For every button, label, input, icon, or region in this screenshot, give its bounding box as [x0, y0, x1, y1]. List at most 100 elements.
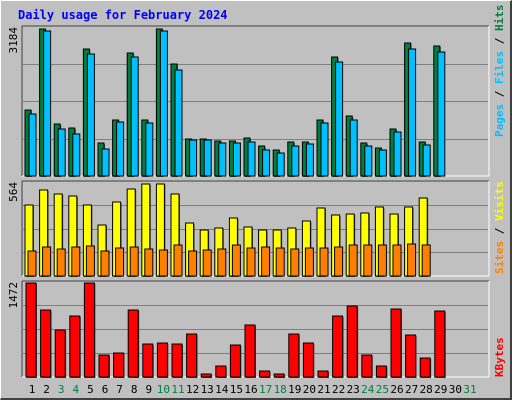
- chart-title: Daily usage for February 2024: [18, 8, 228, 22]
- sites-bar-day-7: [115, 247, 125, 277]
- hits-max-label: 3184: [7, 27, 20, 54]
- files-bar-day-12: [189, 139, 198, 177]
- x-label-day-10: 10: [157, 383, 170, 396]
- sites-bar-day-17: [261, 246, 271, 277]
- kbytes-bar-day-16: [244, 324, 256, 378]
- x-label-day-9: 9: [145, 383, 152, 396]
- x-label-day-2: 2: [43, 383, 50, 396]
- sites-bar-day-19: [290, 248, 300, 277]
- sites-bar-day-10: [158, 249, 168, 277]
- files-bar-day-24: [364, 145, 373, 177]
- files-bar-day-20: [305, 143, 314, 177]
- sites-bar-day-27: [407, 243, 417, 277]
- x-label-day-8: 8: [131, 383, 138, 396]
- files-bar-day-18: [276, 152, 285, 177]
- files-bar-day-22: [335, 61, 344, 177]
- files-bar-day-19: [291, 145, 300, 177]
- sites-bar-day-12: [188, 250, 198, 277]
- files-bar-day-15: [232, 142, 241, 177]
- kbytes-bar-day-8: [127, 309, 139, 378]
- kbytes-bar-day-12: [186, 333, 198, 378]
- x-label-day-30: 30: [449, 383, 462, 396]
- visits-panel-legend-separator: /: [493, 221, 506, 241]
- sites-bar-day-25: [377, 244, 387, 277]
- x-label-day-18: 18: [274, 383, 287, 396]
- x-label-day-5: 5: [87, 383, 94, 396]
- sites-bar-day-15: [231, 244, 241, 277]
- kbytes-bar-day-28: [419, 357, 431, 378]
- kbytes-bar-day-22: [332, 315, 344, 378]
- x-label-day-19: 19: [288, 383, 301, 396]
- x-label-day-1: 1: [29, 383, 36, 396]
- x-label-day-22: 22: [332, 383, 345, 396]
- kbytes-bar-day-2: [40, 309, 52, 378]
- sites-bar-day-9: [144, 248, 154, 277]
- kbytes-bar-day-26: [390, 308, 402, 378]
- kbytes-bar-day-9: [142, 343, 154, 378]
- files-bar-day-25: [378, 149, 387, 177]
- kbytes-bar-day-19: [288, 333, 300, 378]
- visits-max-label: 564: [7, 182, 20, 202]
- legend-kbytes: KBytes: [493, 337, 506, 377]
- x-label-day-29: 29: [434, 383, 447, 396]
- sites-bar-day-21: [319, 247, 329, 277]
- kbytes-bar-day-25: [375, 365, 387, 378]
- kbytes-bar-day-3: [54, 329, 66, 378]
- files-bar-day-13: [203, 139, 212, 177]
- sites-bar-day-5: [85, 245, 95, 277]
- legend-hits: Hits: [493, 5, 506, 32]
- x-label-day-3: 3: [58, 383, 65, 396]
- kbytes-bar-day-15: [229, 344, 241, 378]
- x-label-day-20: 20: [303, 383, 316, 396]
- kbytes-bar-day-14: [215, 365, 227, 378]
- files-bar-day-3: [57, 128, 66, 177]
- sites-bar-day-23: [348, 244, 358, 277]
- x-label-day-25: 25: [376, 383, 389, 396]
- x-label-day-11: 11: [171, 383, 184, 396]
- sites-bar-day-18: [275, 247, 285, 277]
- hits-panel-legend-separator: /: [493, 84, 506, 104]
- x-label-day-13: 13: [201, 383, 214, 396]
- legend-files: Files: [493, 51, 506, 84]
- kbytes-bar-day-4: [69, 315, 81, 378]
- kbytes-max-label: 1472: [7, 282, 20, 309]
- sites-bar-day-11: [173, 244, 183, 277]
- legend-sites: Sites: [493, 241, 506, 274]
- files-bar-day-23: [349, 119, 358, 177]
- x-label-day-12: 12: [186, 383, 199, 396]
- x-label-day-6: 6: [102, 383, 109, 396]
- kbytes-bar-day-20: [302, 342, 314, 378]
- sites-bar-day-8: [129, 246, 139, 277]
- files-bar-day-1: [28, 113, 37, 177]
- sites-bar-day-2: [42, 246, 52, 277]
- sites-bar-day-4: [71, 246, 81, 277]
- files-bar-day-17: [262, 149, 271, 177]
- sites-bar-day-20: [304, 247, 314, 277]
- kbytes-bar-day-13: [200, 373, 212, 378]
- sites-bar-day-28: [421, 244, 431, 277]
- sites-bar-day-14: [217, 248, 227, 277]
- files-bar-day-8: [130, 56, 139, 177]
- x-label-day-17: 17: [259, 383, 272, 396]
- files-bar-day-10: [159, 30, 168, 177]
- x-label-day-26: 26: [390, 383, 403, 396]
- kbytes-bar-day-6: [98, 354, 110, 378]
- x-label-day-15: 15: [230, 383, 243, 396]
- kbytes-bar-day-1: [25, 282, 37, 378]
- sites-bar-day-13: [202, 249, 212, 277]
- files-bar-day-26: [393, 131, 402, 177]
- x-label-day-23: 23: [347, 383, 360, 396]
- kbytes-bar-day-27: [405, 334, 417, 378]
- files-bar-day-11: [174, 69, 183, 177]
- sites-bar-day-1: [27, 250, 37, 277]
- kbytes-bar-day-24: [361, 354, 373, 378]
- files-bar-day-27: [408, 48, 417, 177]
- files-bar-day-29: [437, 51, 446, 177]
- sites-bar-day-26: [392, 244, 402, 277]
- kbytes-bar-day-29: [434, 310, 446, 378]
- sites-bar-day-6: [100, 250, 110, 277]
- sites-bar-day-22: [334, 246, 344, 277]
- hits-panel-legend-separator: /: [493, 31, 506, 51]
- kbytes-bar-day-11: [171, 343, 183, 378]
